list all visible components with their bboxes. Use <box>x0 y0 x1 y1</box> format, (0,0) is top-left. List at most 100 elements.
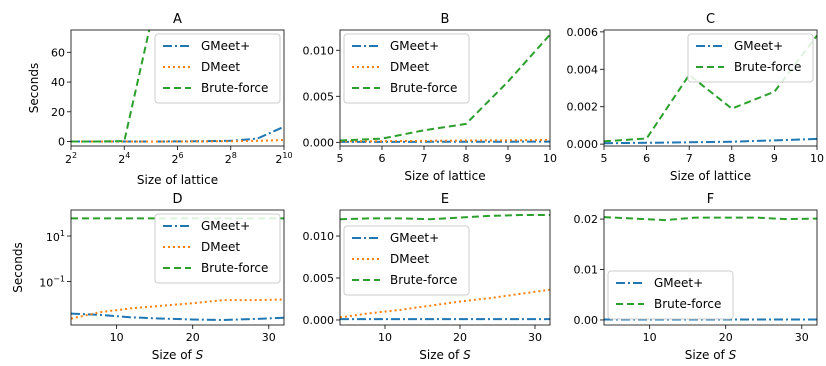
legend-label-dmeet: DMeet <box>201 240 240 254</box>
series-line-dmeet <box>71 298 284 320</box>
x-tick-label: 26 <box>171 151 183 166</box>
panel-e: 10 20 30 0.000 0.005 0.010 E Size of S GMeet+ DMe… <box>303 192 551 362</box>
legend-box <box>343 225 470 296</box>
x-tick-label-exp: 2 <box>72 151 77 160</box>
x-tick-label: 20 <box>453 331 467 344</box>
x-tick-label: 28 <box>225 151 237 166</box>
x-tick-label: 10 <box>543 152 557 165</box>
legend: GMeet+ Brute-force <box>687 33 814 83</box>
y-tick-label: 0.005 <box>303 272 335 285</box>
x-axis-label: Size of lattice <box>670 169 751 183</box>
legend-box <box>154 213 281 284</box>
x-tick-label: 8 <box>463 152 470 165</box>
y-tick-label: 0.002 <box>567 101 599 114</box>
legend: GMeet+ Brute-force <box>607 270 734 320</box>
x-tick-label-base: 2 <box>171 153 178 166</box>
x-axis-label: Size of S <box>419 348 471 362</box>
legend-label-gmeet: GMeet+ <box>734 39 783 53</box>
series-group <box>340 214 550 321</box>
y-axis-label: Seconds <box>27 63 41 113</box>
y-tick-label: 101 <box>46 229 65 244</box>
y-tick-label-base: 10 <box>39 276 53 289</box>
x-tick-label: 9 <box>771 152 778 165</box>
legend-label-gmeet: GMeet+ <box>201 219 250 233</box>
legend-label-gmeet: GMeet+ <box>390 231 439 245</box>
panel-title: E <box>441 192 449 207</box>
legend-label-brute: Brute-force <box>390 273 457 287</box>
y-tick-label-base: 10 <box>46 231 60 244</box>
panel-b: 5 6 7 8 9 10 0.000 0.005 0.010 B Size of lattice GM… <box>303 12 558 183</box>
panel-title: C <box>706 12 715 27</box>
y-tick-label: 0.000 <box>303 136 335 149</box>
x-axis-label-text: Size of <box>419 348 463 362</box>
y-tick-label: 0.00 <box>574 314 599 327</box>
legend-box <box>154 33 281 104</box>
y-tick-label-exp: 1 <box>60 229 65 238</box>
series-group <box>71 30 284 143</box>
x-axis-label: Size of S <box>152 348 204 362</box>
series-line-brute <box>340 33 550 142</box>
x-tick-label-exp: 8 <box>232 151 237 160</box>
series-line-dmeet <box>71 139 284 143</box>
series-line-gmeet <box>71 312 284 322</box>
x-tick-label: 210 <box>275 151 292 166</box>
panel-title: D <box>172 192 182 207</box>
legend: GMeet+ DMeet Brute-force <box>343 33 470 104</box>
plot-frame <box>603 209 818 326</box>
y-tick-label: 0 <box>58 136 65 149</box>
x-tick-label-base: 2 <box>65 153 72 166</box>
x-axis-label: Size of lattice <box>404 169 485 183</box>
legend-label-gmeet: GMeet+ <box>201 39 250 53</box>
series-line-brute <box>71 30 151 143</box>
x-axis-label-text: Size of <box>152 348 196 362</box>
x-tick-label: 24 <box>118 151 130 166</box>
series-line-brute <box>340 214 550 221</box>
y-tick-label: 60 <box>51 46 65 59</box>
y-tick-label: 0.004 <box>567 63 599 76</box>
y-tick-label: 40 <box>51 76 65 89</box>
x-axis-label-symbol: S <box>196 348 204 362</box>
series-line-brute <box>604 216 817 222</box>
legend: GMeet+ DMeet Brute-force <box>154 33 281 104</box>
x-tick-label: 30 <box>528 331 542 344</box>
y-tick-label: 0.000 <box>303 314 335 327</box>
x-tick-label: 22 <box>65 151 77 166</box>
panel-f: 10 20 30 0.00 0.01 0.02 F Size of S GMeet+ Brute-… <box>574 192 818 362</box>
x-tick-label-exp: 10 <box>282 151 292 160</box>
x-tick-label-base: 2 <box>118 153 125 166</box>
x-tick-label: 7 <box>686 152 693 165</box>
legend: GMeet+ DMeet Brute-force <box>343 225 470 296</box>
y-tick-label: 0.02 <box>574 213 599 226</box>
legend-label-dmeet: DMeet <box>201 60 240 74</box>
y-tick-label: 0.000 <box>567 138 599 151</box>
x-axis-label-text: Size of <box>685 348 729 362</box>
x-tick-label: 20 <box>186 331 200 344</box>
y-tick-label: 0.01 <box>574 264 599 277</box>
legend-label-dmeet: DMeet <box>390 60 429 74</box>
y-tick-label: 0.006 <box>567 26 599 39</box>
series-line-gmeet <box>604 137 817 145</box>
y-tick-label: 20 <box>51 106 65 119</box>
x-tick-label: 5 <box>337 152 344 165</box>
y-axis-label: Seconds <box>11 242 25 292</box>
legend-label-brute: Brute-force <box>201 261 268 275</box>
x-tick-label: 8 <box>728 152 735 165</box>
x-axis-label: Size of S <box>685 348 737 362</box>
legend-label-brute: Brute-force <box>734 60 801 74</box>
plot-frame <box>339 29 551 147</box>
x-tick-label: 9 <box>505 152 512 165</box>
series-line-dmeet <box>340 139 550 143</box>
plot-frame <box>603 29 818 147</box>
legend-box <box>343 33 470 104</box>
x-tick-label: 5 <box>601 152 608 165</box>
panel-title: A <box>173 12 182 27</box>
x-tick-label: 30 <box>262 331 276 344</box>
x-tick-label: 6 <box>379 152 386 165</box>
x-tick-label: 10 <box>110 331 124 344</box>
y-tick-label: 0.010 <box>303 230 335 243</box>
panel-title: F <box>707 192 714 207</box>
x-tick-label-exp: 6 <box>178 151 183 160</box>
x-tick-label: 10 <box>810 152 824 165</box>
legend-label-gmeet: GMeet+ <box>654 276 703 290</box>
series-group <box>340 33 550 143</box>
